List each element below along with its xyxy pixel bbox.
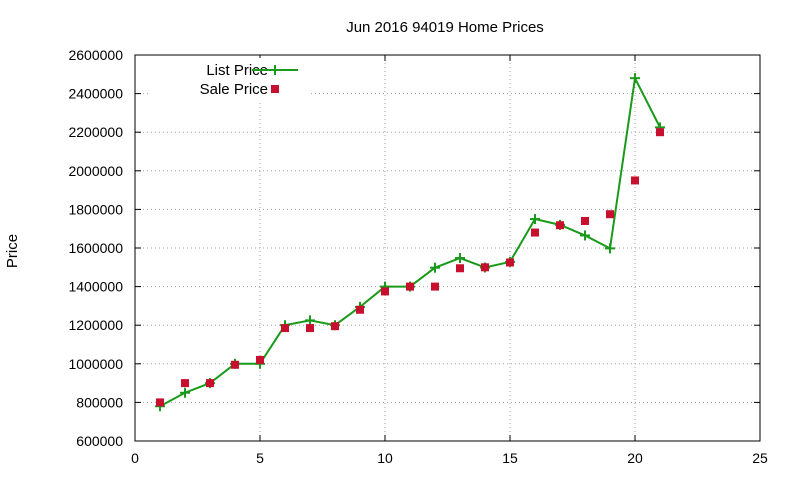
list-price-line bbox=[159, 74, 661, 408]
sale-price-point bbox=[556, 221, 564, 230]
sale-price-point bbox=[531, 228, 539, 237]
y-tick-label: 1800000 bbox=[68, 201, 123, 217]
y-tick-label: 2400000 bbox=[68, 86, 123, 102]
y-tick-label: 800000 bbox=[76, 394, 123, 410]
x-tick-label: 10 bbox=[377, 450, 393, 466]
y-axis-label: Price bbox=[4, 234, 21, 268]
sale-price-point bbox=[206, 379, 214, 388]
grid-layer bbox=[135, 55, 760, 441]
legend: List Price Sale Price bbox=[150, 58, 310, 100]
sale-price-point bbox=[306, 324, 314, 333]
legend-label: Sale Price bbox=[200, 81, 268, 98]
sale-price-point bbox=[481, 263, 489, 272]
x-tick-label: 5 bbox=[256, 450, 264, 466]
sale-price-point bbox=[506, 258, 514, 267]
list-price-point bbox=[605, 243, 615, 254]
legend-plus-swatch bbox=[270, 65, 280, 75]
y-tick-label: 1400000 bbox=[68, 279, 123, 295]
sale-price-point bbox=[631, 176, 639, 185]
sale-price-point bbox=[406, 282, 414, 291]
sale-price-point bbox=[256, 355, 264, 364]
sale-price-point bbox=[181, 379, 189, 388]
list-price-point bbox=[530, 214, 540, 225]
sale-price-point bbox=[381, 287, 389, 296]
legend-background bbox=[150, 58, 310, 100]
legend-label: List Price bbox=[206, 62, 268, 79]
sale-price-point bbox=[156, 398, 164, 407]
y-tick-label: 2600000 bbox=[68, 47, 123, 63]
list-price-point bbox=[580, 230, 590, 241]
sale-price-point bbox=[656, 128, 664, 137]
x-tick-label: 20 bbox=[627, 450, 643, 466]
y-tick-label: 1200000 bbox=[68, 317, 123, 333]
list-price-point bbox=[180, 387, 190, 398]
y-tick-label: 2200000 bbox=[68, 124, 123, 140]
sale-price-point bbox=[356, 305, 364, 314]
list-price-point bbox=[305, 315, 315, 326]
sale-price-point bbox=[456, 264, 464, 273]
series-layer bbox=[155, 73, 665, 412]
legend-square-swatch bbox=[271, 85, 279, 93]
x-tick-label: 25 bbox=[752, 450, 768, 466]
y-tick-label: 1000000 bbox=[68, 356, 123, 372]
y-tick-label: 600000 bbox=[76, 433, 123, 449]
sale-price-point bbox=[606, 210, 614, 219]
sale-price-point bbox=[581, 216, 589, 225]
sale-price-point bbox=[431, 282, 439, 291]
y-tick-label: 2000000 bbox=[68, 163, 123, 179]
axis-layer: 0 5 10 15 20 25 600000 800000 1000000 1200000 1400… bbox=[68, 47, 768, 466]
y-tick-label: 1600000 bbox=[68, 240, 123, 256]
list-price-point bbox=[630, 73, 640, 84]
list-price-point bbox=[430, 262, 440, 273]
x-tick-label: 0 bbox=[131, 450, 139, 466]
sale-price-point bbox=[281, 324, 289, 333]
sale-price-point bbox=[231, 360, 239, 369]
chart-title: Jun 2016 94019 Home Prices bbox=[346, 19, 544, 36]
list-price-point bbox=[455, 253, 465, 264]
x-tick-label: 15 bbox=[502, 450, 518, 466]
sale-price-point bbox=[331, 322, 339, 331]
